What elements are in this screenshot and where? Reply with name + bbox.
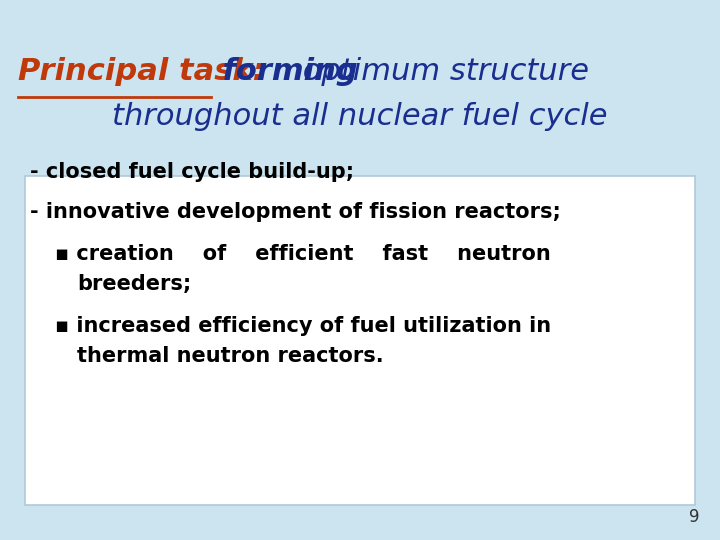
Text: breeders;: breeders;: [77, 274, 192, 294]
Text: ▪ increased efficiency of fuel utilization in: ▪ increased efficiency of fuel utilizati…: [55, 316, 551, 336]
Text: 9: 9: [690, 508, 700, 526]
Text: thermal neutron reactors.: thermal neutron reactors.: [77, 346, 384, 366]
FancyBboxPatch shape: [25, 176, 695, 505]
Text: optimum structure: optimum structure: [293, 57, 589, 86]
Text: Principal task:: Principal task:: [18, 57, 265, 86]
Text: throughout all nuclear fuel cycle: throughout all nuclear fuel cycle: [112, 102, 608, 131]
Text: - closed fuel cycle build-up;: - closed fuel cycle build-up;: [30, 162, 354, 182]
Text: - innovative development of fission reactors;: - innovative development of fission reac…: [30, 202, 561, 222]
Text: ▪ creation    of    efficient    fast    neutron: ▪ creation of efficient fast neutron: [55, 244, 551, 264]
Text: forming: forming: [212, 57, 358, 86]
